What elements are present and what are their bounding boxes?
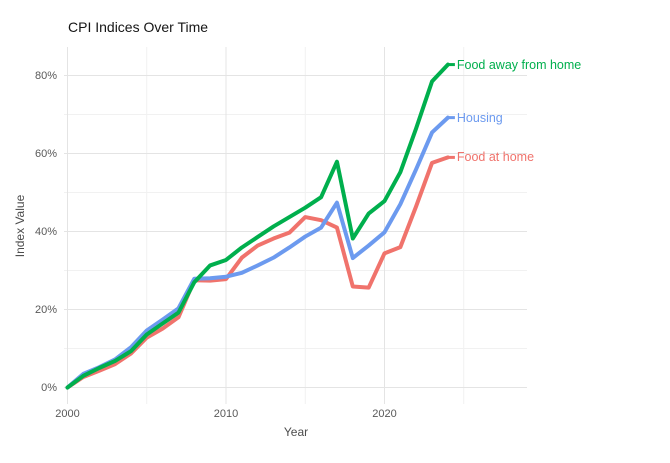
x-tick-label-2010: 2010 bbox=[213, 408, 239, 420]
line-food-away-from-home bbox=[65, 62, 450, 390]
chart-title: CPI Indices Over Time bbox=[68, 19, 209, 35]
series-label-housing: Housing bbox=[456, 110, 503, 125]
series-label-food-at-home: Food at home bbox=[456, 150, 535, 165]
y-tick-label-0pct: 0% bbox=[41, 381, 57, 394]
y-tick-label-60pct: 60% bbox=[34, 147, 57, 160]
y-tick-label-80pct: 80% bbox=[34, 69, 57, 82]
x-tick-label-2020: 2020 bbox=[372, 408, 397, 420]
line-housing bbox=[65, 115, 450, 390]
x-tick-label-2000: 2000 bbox=[55, 408, 80, 420]
x-axis-title: Year bbox=[283, 425, 309, 439]
series-label-food-away-from-home: Food away from home bbox=[456, 57, 582, 72]
y-tick-label-20pct: 20% bbox=[34, 303, 57, 316]
y-tick-label-40pct: 40% bbox=[34, 225, 57, 238]
